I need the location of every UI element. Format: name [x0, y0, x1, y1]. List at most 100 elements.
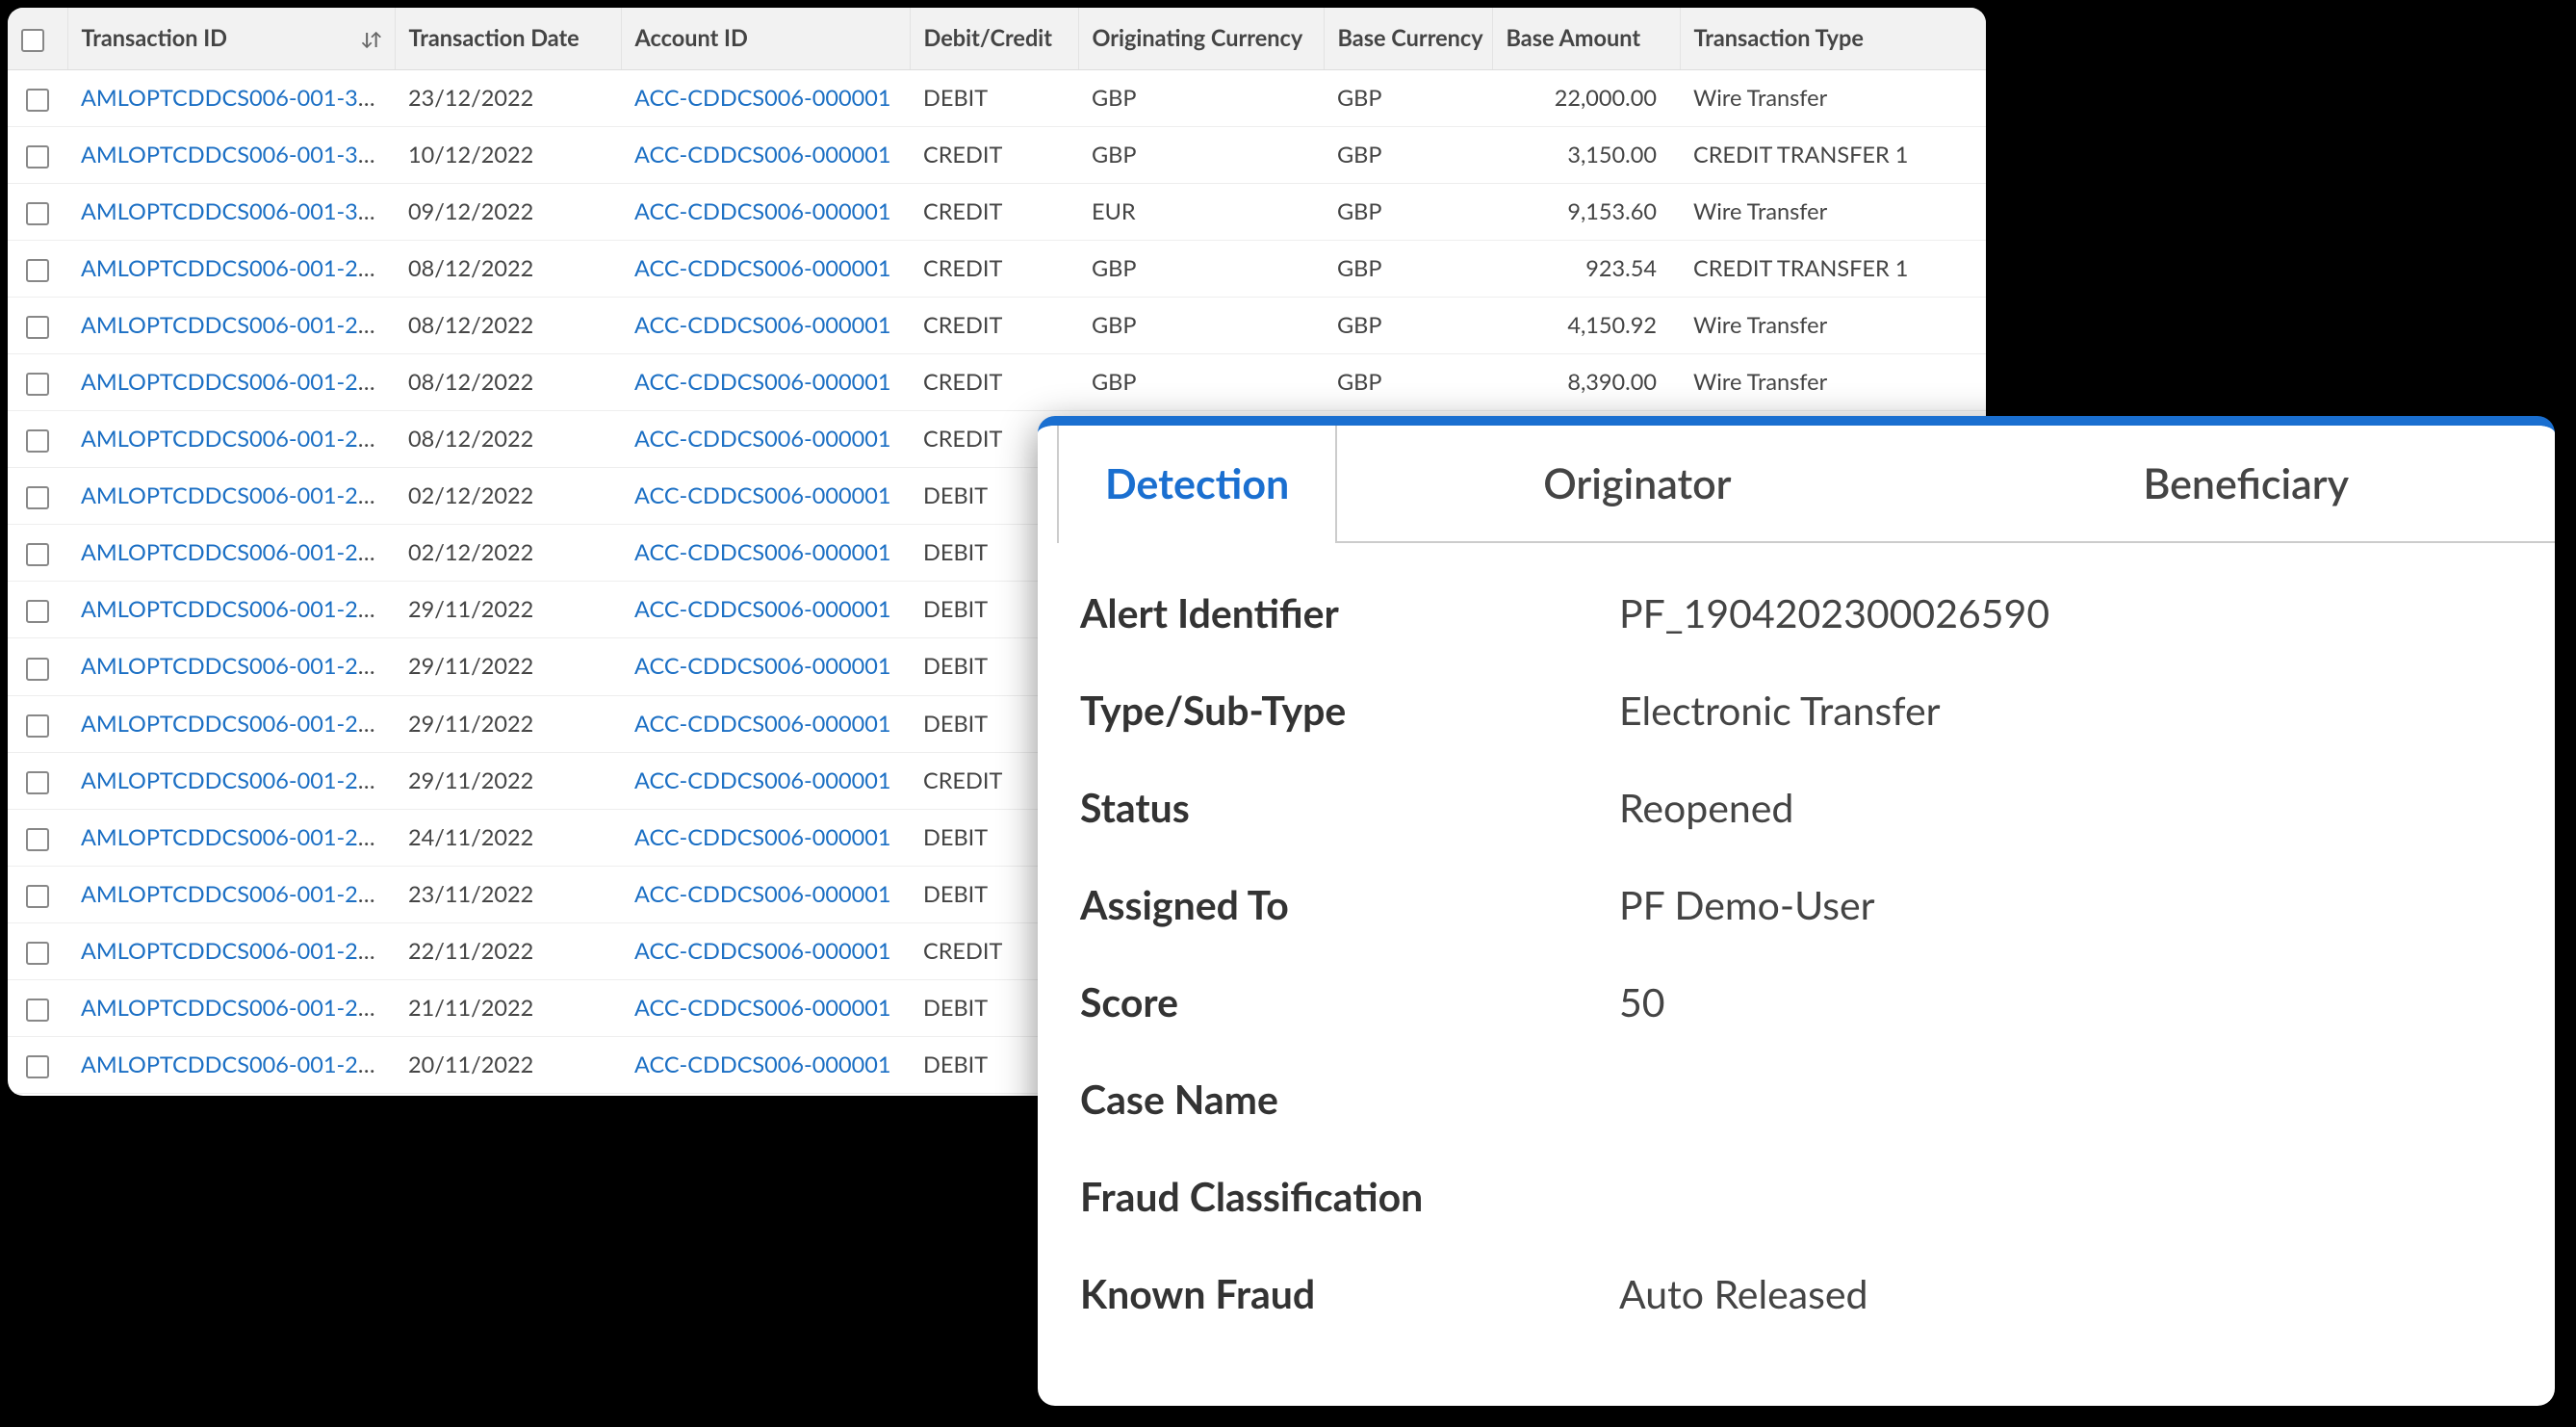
checkbox-icon[interactable] — [26, 600, 49, 623]
field-value: 50 — [1619, 978, 2512, 1025]
row-checkbox-cell[interactable] — [8, 866, 67, 922]
account-id-link[interactable]: ACC-CDDCS006-000001 — [634, 482, 891, 509]
transaction-id-link[interactable]: AMLOPTCDDCS006-001-298 — [81, 312, 384, 339]
header-base-amount[interactable]: Base Amount — [1492, 8, 1680, 70]
cell-value: CREDIT — [923, 255, 1002, 282]
account-id-link[interactable]: ACC-CDDCS006-000001 — [634, 426, 891, 453]
sort-indicator-icon[interactable]: ↓↑ — [360, 28, 378, 49]
row-checkbox-cell[interactable] — [8, 979, 67, 1036]
header-debit-credit[interactable]: Debit/Credit — [910, 8, 1078, 70]
checkbox-icon[interactable] — [26, 202, 49, 225]
row-checkbox-cell[interactable] — [8, 354, 67, 411]
header-label: Account ID — [635, 25, 748, 52]
checkbox-icon[interactable] — [26, 658, 49, 681]
row-checkbox-cell[interactable] — [8, 468, 67, 525]
row-checkbox-cell[interactable] — [8, 411, 67, 468]
tab-beneficiary[interactable]: Beneficiary — [2097, 426, 2395, 541]
account-id-link[interactable]: ACC-CDDCS006-000001 — [634, 881, 891, 908]
header-transaction-type[interactable]: Transaction Type — [1680, 8, 1986, 70]
transaction-id-link[interactable]: AMLOPTCDDCS006-001-285 — [81, 1051, 384, 1078]
tab-detection[interactable]: Detection — [1057, 424, 1337, 543]
transaction-id-link[interactable]: AMLOPTCDDCS006-001-286 — [81, 995, 384, 1022]
account-id-link[interactable]: ACC-CDDCS006-000001 — [634, 1051, 891, 1078]
transaction-id-link[interactable]: AMLOPTCDDCS006-001-294 — [81, 539, 384, 566]
header-checkbox[interactable] — [8, 8, 67, 70]
account-id-link[interactable]: ACC-CDDCS006-000001 — [634, 653, 891, 680]
row-checkbox-cell[interactable] — [8, 809, 67, 866]
transaction-id-link[interactable]: AMLOPTCDDCS006-001-289 — [81, 824, 384, 851]
checkbox-icon[interactable] — [26, 316, 49, 339]
account-id-link[interactable]: ACC-CDDCS006-000001 — [634, 767, 891, 794]
table-row[interactable]: AMLOPTCDDCS006-001-30110/12/2022ACC-CDDC… — [8, 127, 1986, 184]
account-id-link[interactable]: ACC-CDDCS006-000001 — [634, 142, 891, 169]
row-checkbox-cell[interactable] — [8, 298, 67, 354]
checkbox-icon[interactable] — [26, 942, 49, 965]
header-orig-currency[interactable]: Originating Currency — [1078, 8, 1324, 70]
transaction-id-link[interactable]: AMLOPTCDDCS006-001-295 — [81, 482, 384, 509]
account-id-link[interactable]: ACC-CDDCS006-000001 — [634, 596, 891, 623]
header-transaction-date[interactable]: Transaction Date — [395, 8, 621, 70]
transaction-id-link[interactable]: AMLOPTCDDCS006-001-300 — [81, 198, 384, 225]
checkbox-icon[interactable] — [26, 714, 49, 738]
checkbox-icon[interactable] — [26, 259, 49, 282]
checkbox-icon[interactable] — [26, 1055, 49, 1078]
account-id-link[interactable]: ACC-CDDCS006-000001 — [634, 995, 891, 1022]
transaction-id-link[interactable]: AMLOPTCDDCS006-001-288 — [81, 881, 384, 908]
transaction-id-link[interactable]: AMLOPTCDDCS006-001-299 — [81, 255, 384, 282]
row-checkbox-cell[interactable] — [8, 70, 67, 127]
checkbox-icon[interactable] — [26, 429, 49, 453]
header-label: Transaction Date — [409, 25, 580, 52]
account-id-link[interactable]: ACC-CDDCS006-000001 — [634, 255, 891, 282]
cell-value: CREDIT — [923, 312, 1002, 339]
row-checkbox-cell[interactable] — [8, 695, 67, 752]
transaction-id-link[interactable]: AMLOPTCDDCS006-001-301 — [81, 142, 384, 169]
row-checkbox-cell[interactable] — [8, 582, 67, 638]
checkbox-icon[interactable] — [21, 29, 44, 52]
account-id-link[interactable]: ACC-CDDCS006-000001 — [634, 711, 891, 738]
account-id-link[interactable]: ACC-CDDCS006-000001 — [634, 938, 891, 965]
row-checkbox-cell[interactable] — [8, 922, 67, 979]
cell-value: GBP — [1092, 142, 1136, 169]
row-checkbox-cell[interactable] — [8, 184, 67, 241]
checkbox-icon[interactable] — [26, 771, 49, 794]
transaction-id-link[interactable]: AMLOPTCDDCS006-001-287 — [81, 938, 384, 965]
account-id-link[interactable]: ACC-CDDCS006-000001 — [634, 198, 891, 225]
transaction-id-link[interactable]: AMLOPTCDDCS006-001-297 — [81, 369, 384, 396]
tab-originator[interactable]: Originator — [1497, 426, 1777, 541]
table-row[interactable]: AMLOPTCDDCS006-001-30009/12/2022ACC-CDDC… — [8, 184, 1986, 241]
row-checkbox-cell[interactable] — [8, 638, 67, 695]
row-checkbox-cell[interactable] — [8, 752, 67, 809]
table-row[interactable]: AMLOPTCDDCS006-001-32223/12/2022ACC-CDDC… — [8, 70, 1986, 127]
checkbox-icon[interactable] — [26, 828, 49, 851]
account-id-link[interactable]: ACC-CDDCS006-000001 — [634, 539, 891, 566]
row-checkbox-cell[interactable] — [8, 127, 67, 184]
account-id-link[interactable]: ACC-CDDCS006-000001 — [634, 85, 891, 112]
transaction-id-link[interactable]: AMLOPTCDDCS006-001-322 — [81, 85, 384, 112]
header-base-currency[interactable]: Base Currency — [1324, 8, 1492, 70]
transaction-id-link[interactable]: AMLOPTCDDCS006-001-293 — [81, 596, 384, 623]
transaction-id-link[interactable]: AMLOPTCDDCS006-001-290 — [81, 767, 384, 794]
header-transaction-id[interactable]: Transaction ID ↓↑ — [67, 8, 395, 70]
account-id-link[interactable]: ACC-CDDCS006-000001 — [634, 369, 891, 396]
account-id-link[interactable]: ACC-CDDCS006-000001 — [634, 312, 891, 339]
row-checkbox-cell[interactable] — [8, 525, 67, 582]
cell-value: DEBIT — [923, 85, 988, 112]
checkbox-icon[interactable] — [26, 486, 49, 509]
checkbox-icon[interactable] — [26, 373, 49, 396]
transaction-id-link[interactable]: AMLOPTCDDCS006-001-292 — [81, 653, 384, 680]
header-account-id[interactable]: Account ID — [621, 8, 910, 70]
table-row[interactable]: AMLOPTCDDCS006-001-29708/12/2022ACC-CDDC… — [8, 354, 1986, 411]
table-row[interactable]: AMLOPTCDDCS006-001-29908/12/2022ACC-CDDC… — [8, 241, 1986, 298]
checkbox-icon[interactable] — [26, 543, 49, 566]
account-id-link[interactable]: ACC-CDDCS006-000001 — [634, 824, 891, 851]
checkbox-icon[interactable] — [26, 145, 49, 169]
transaction-id-link[interactable]: AMLOPTCDDCS006-001-296 — [81, 426, 384, 453]
transaction-id-link[interactable]: AMLOPTCDDCS006-001-291 — [81, 711, 384, 738]
checkbox-icon[interactable] — [26, 999, 49, 1022]
table-row[interactable]: AMLOPTCDDCS006-001-29808/12/2022ACC-CDDC… — [8, 298, 1986, 354]
checkbox-icon[interactable] — [26, 885, 49, 908]
row-checkbox-cell[interactable] — [8, 1036, 67, 1093]
transaction-id-cell: AMLOPTCDDCS006-001-288 — [67, 866, 395, 922]
row-checkbox-cell[interactable] — [8, 241, 67, 298]
checkbox-icon[interactable] — [26, 89, 49, 112]
